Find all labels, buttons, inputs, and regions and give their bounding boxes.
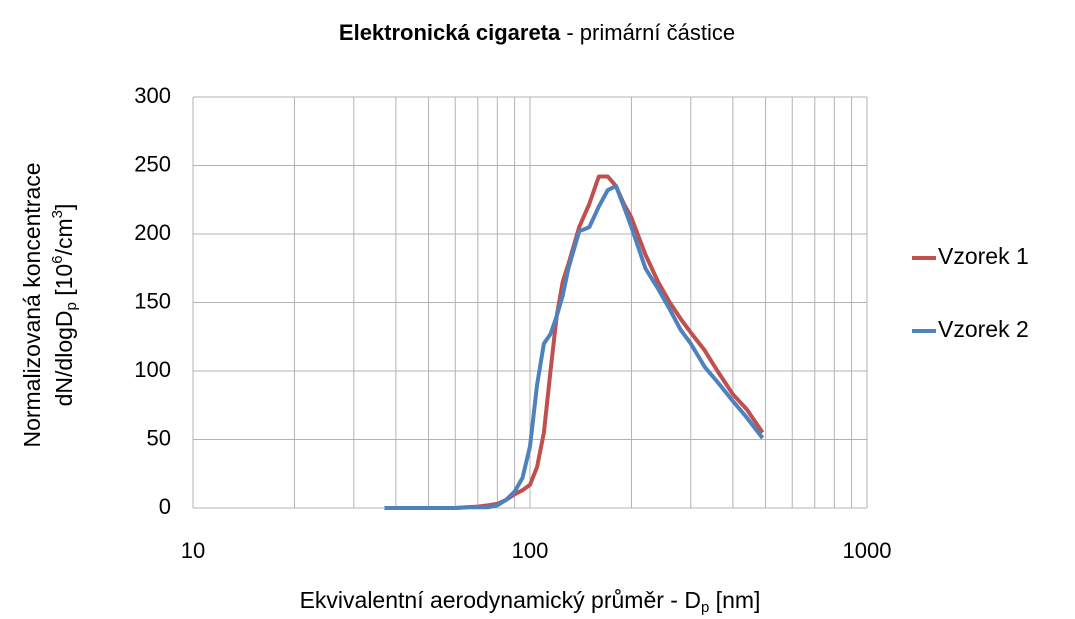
x-tick-label: 1000 [843,538,892,563]
series-line [384,174,765,510]
x-label-sub: p [701,599,709,616]
y-label-part: ] [51,204,77,210]
legend-label: Vzorek 2 [938,316,1029,342]
y-tick-label: 200 [134,220,171,245]
y-tick-label: 100 [134,357,171,382]
y-tick-label: 250 [134,151,171,176]
x-label-main: Ekvivalentní aerodynamický průměr - D [300,587,701,613]
y-axis-label: Normalizovaná koncentrace dN/dlogDp [106… [19,162,80,447]
x-tick-label: 100 [512,538,549,563]
x-label-rest: [nm] [709,587,760,613]
y-label-part: dN/dlogD [51,310,77,406]
y-label-line2: dN/dlogDp [106/cm3] [49,204,80,407]
y-tick-label: 150 [134,288,171,313]
y-label-sup: 3 [49,210,66,218]
y-label-part: [10 [51,264,77,302]
x-tick-label: 10 [181,538,205,563]
y-label-sup: 6 [49,255,66,263]
title-rest: - primární částice [560,20,735,45]
chart-title: Elektronická cigareta - primární částice [339,20,735,45]
x-axis-label: Ekvivalentní aerodynamický průměr - Dp [… [300,587,761,616]
y-label-sub: p [63,302,80,310]
title-bold: Elektronická cigareta [339,20,561,45]
y-label-part: /cm [51,218,77,255]
y-label-line1: Normalizovaná koncentrace [19,162,45,447]
legend-label: Vzorek 1 [938,243,1029,269]
y-tick-label: 0 [159,494,171,519]
y-tick-label: 50 [147,425,171,450]
series-line [384,184,765,510]
y-tick-label: 300 [134,83,171,108]
